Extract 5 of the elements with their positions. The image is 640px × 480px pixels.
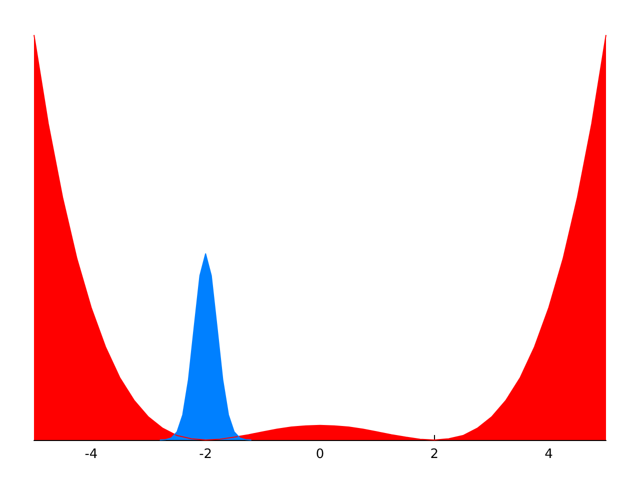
x-tick-label: -4 [84,447,98,462]
x-tick-label: 2 [430,447,439,462]
x-tick-label: 0 [316,447,324,462]
x-tick-label: 4 [544,447,553,462]
x-tick-label: -2 [199,447,212,462]
